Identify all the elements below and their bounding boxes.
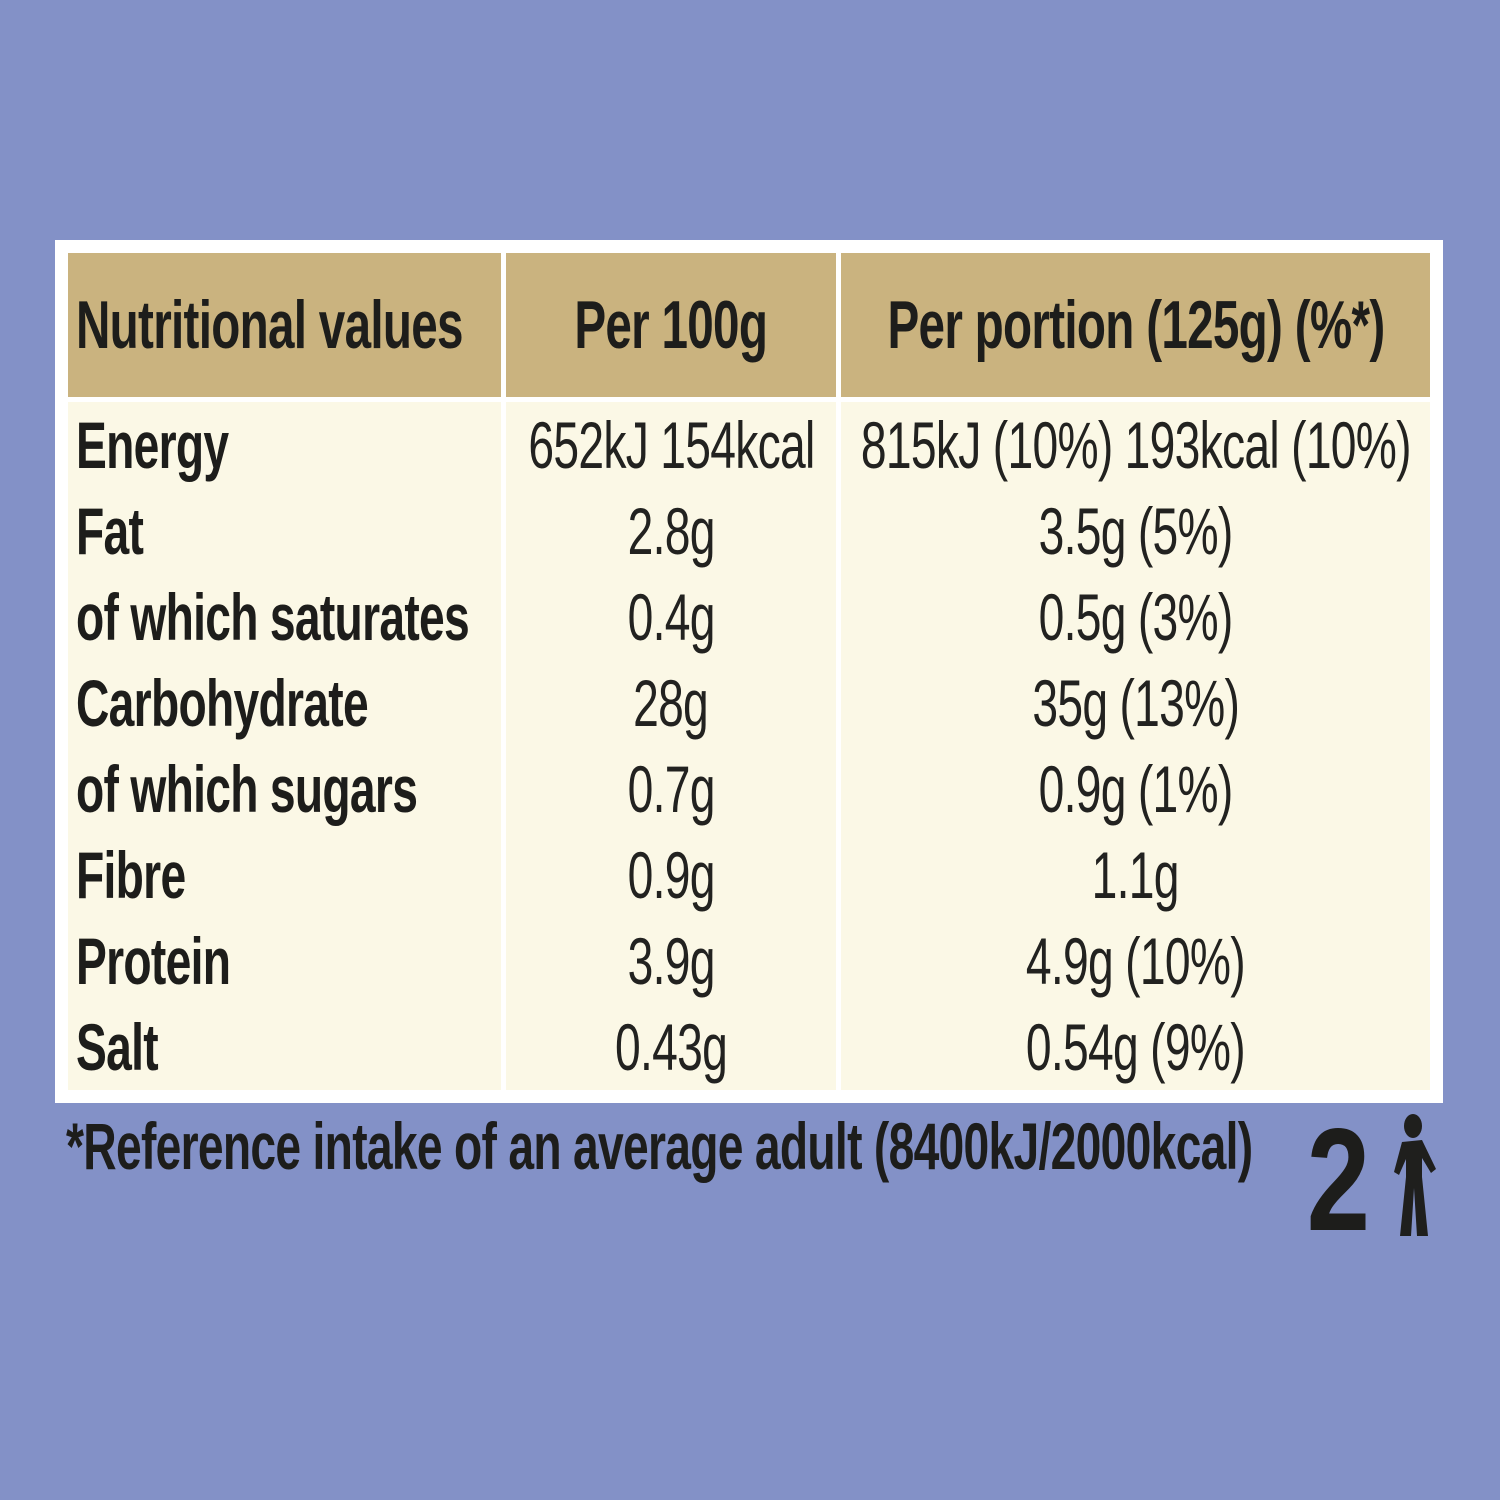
table-row-value: 0.7g bbox=[506, 746, 836, 832]
header-col-per-portion: Per portion (125g) (%*) bbox=[841, 253, 1430, 397]
nutrition-table: Nutritional values Per 100g Per portion … bbox=[55, 240, 1443, 1103]
table-row-value: 2.8g bbox=[506, 488, 836, 574]
nutrient-label: of which sugars bbox=[76, 752, 418, 826]
table-row-label: Carbohydrate bbox=[68, 660, 501, 746]
table-row-label: Fibre bbox=[68, 832, 501, 918]
per-portion-value: 4.9g (10%) bbox=[1025, 924, 1246, 998]
per-100g-value: 0.9g bbox=[627, 838, 715, 912]
reference-intake-text: *Reference intake of an average adult (8… bbox=[66, 1109, 1253, 1183]
per-portion-value: 1.1g bbox=[1091, 838, 1180, 912]
per-100g-value: 2.8g bbox=[627, 494, 715, 568]
table-row-label: Energy bbox=[68, 402, 501, 488]
header-label: Nutritional values bbox=[76, 287, 463, 363]
labels-column: Energy Fat of which saturates Carbohydra… bbox=[68, 402, 501, 1090]
table-row-label: of which sugars bbox=[68, 746, 501, 832]
nutrient-label: Energy bbox=[76, 408, 229, 482]
table-row-value: 0.9g bbox=[506, 832, 836, 918]
servings-count: 2 bbox=[1306, 1098, 1370, 1261]
per-100g-value: 28g bbox=[633, 666, 710, 740]
nutrient-label: Carbohydrate bbox=[76, 666, 369, 740]
table-row-value: 0.4g bbox=[506, 574, 836, 660]
table-row-label: Protein bbox=[68, 918, 501, 1004]
nutrient-label: Fat bbox=[76, 494, 144, 568]
per-portion-column: 815kJ (10%) 193kcal (10%) 3.5g (5%) 0.5g… bbox=[841, 402, 1430, 1090]
table-row-value: 0.43g bbox=[506, 1004, 836, 1090]
table-row-value: 28g bbox=[506, 660, 836, 746]
header-label: Per 100g bbox=[574, 287, 769, 363]
table-row-value: 0.9g (1%) bbox=[841, 746, 1430, 832]
per-portion-value: 0.5g (3%) bbox=[1038, 580, 1233, 654]
servings-indicator: 2 bbox=[1298, 1098, 1439, 1261]
table-row-value: 0.5g (3%) bbox=[841, 574, 1430, 660]
header-label: Per portion (125g) (%*) bbox=[887, 287, 1385, 363]
table-row-label: Salt bbox=[68, 1004, 501, 1090]
header-col-per-100g: Per 100g bbox=[506, 253, 836, 397]
table-row-label: of which saturates bbox=[68, 574, 501, 660]
per-100g-column: 652kJ 154kcal 2.8g 0.4g 28g 0.7g 0.9g 3.… bbox=[506, 402, 836, 1090]
header-col-nutritional-values: Nutritional values bbox=[68, 253, 501, 397]
table-row-value: 4.9g (10%) bbox=[841, 918, 1430, 1004]
per-portion-value: 3.5g (5%) bbox=[1038, 494, 1233, 568]
table-row-value: 652kJ 154kcal bbox=[506, 402, 836, 488]
table-row-value: 0.54g (9%) bbox=[841, 1004, 1430, 1090]
per-100g-value: 0.7g bbox=[627, 752, 715, 826]
table-row-value: 3.5g (5%) bbox=[841, 488, 1430, 574]
per-portion-value: 35g (13%) bbox=[1032, 666, 1240, 740]
nutrient-label: Salt bbox=[76, 1010, 159, 1084]
table-row-value: 1.1g bbox=[841, 832, 1430, 918]
per-portion-value: 0.9g (1%) bbox=[1038, 752, 1233, 826]
nutrient-label: Fibre bbox=[76, 838, 186, 912]
table-row-value: 3.9g bbox=[506, 918, 836, 1004]
table-row-value: 815kJ (10%) 193kcal (10%) bbox=[841, 402, 1430, 488]
reference-intake-note: *Reference intake of an average adult (8… bbox=[66, 1104, 1500, 1188]
per-100g-value: 652kJ 154kcal bbox=[527, 408, 815, 482]
per-portion-value: 815kJ (10%) 193kcal (10%) bbox=[860, 408, 1412, 482]
per-100g-value: 0.4g bbox=[627, 580, 715, 654]
nutrient-label: of which saturates bbox=[76, 580, 470, 654]
nutrient-label: Protein bbox=[76, 924, 231, 998]
table-row-value: 35g (13%) bbox=[841, 660, 1430, 746]
per-portion-value: 0.54g (9%) bbox=[1025, 1010, 1246, 1084]
per-100g-value: 0.43g bbox=[614, 1010, 728, 1084]
table-row-label: Fat bbox=[68, 488, 501, 574]
person-icon bbox=[1394, 1114, 1437, 1236]
per-100g-value: 3.9g bbox=[627, 924, 715, 998]
